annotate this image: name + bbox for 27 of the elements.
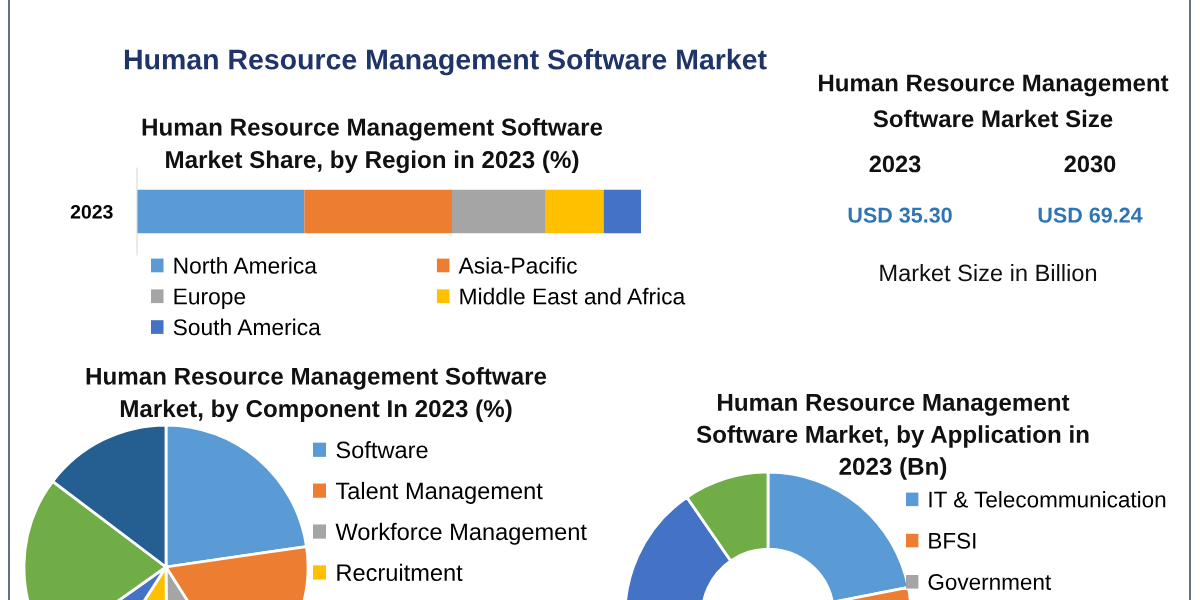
bar [545, 189, 604, 234]
legend-label: Government [928, 574, 1052, 590]
text: Human Resource Management Software Market [124, 48, 767, 76]
chart-title: Human Resource Management Software Market, by Component In 2023 (%) [86, 367, 547, 422]
chart-title: Human Resource Management Software Market, by Application in 2023 (Bn) [696, 394, 1089, 480]
bar [304, 189, 452, 234]
chart-title: Human Resource Management Software Market Share, by Region in 2023 (%) [142, 117, 603, 174]
text: Human Resource Management Software Market Size [819, 74, 1169, 128]
legend-label: South America [173, 318, 321, 336]
text: USD 35.30 [848, 207, 952, 223]
legend-label: North America [174, 257, 317, 274]
text: 2030 [1064, 155, 1116, 173]
text: USD 69.24 [1038, 207, 1143, 223]
bar [452, 189, 546, 234]
legend-label: Workforce Management [335, 522, 587, 545]
bar [603, 189, 641, 234]
legend-label: Europe [174, 288, 246, 310]
text: Market Size in Billion [880, 263, 1097, 282]
legend-label: Middle East and Africa [460, 287, 686, 305]
bar [137, 189, 305, 234]
text: 2023 [869, 155, 921, 173]
legend-label: Talent Management [335, 481, 543, 504]
legend-label: IT & Telecommunication [929, 491, 1166, 508]
legend-label: Recruitment [337, 563, 463, 582]
legend-label: BFSI [929, 532, 976, 549]
legend-label: Software [336, 441, 428, 459]
legend-label: Asia-Pacific [458, 257, 577, 274]
